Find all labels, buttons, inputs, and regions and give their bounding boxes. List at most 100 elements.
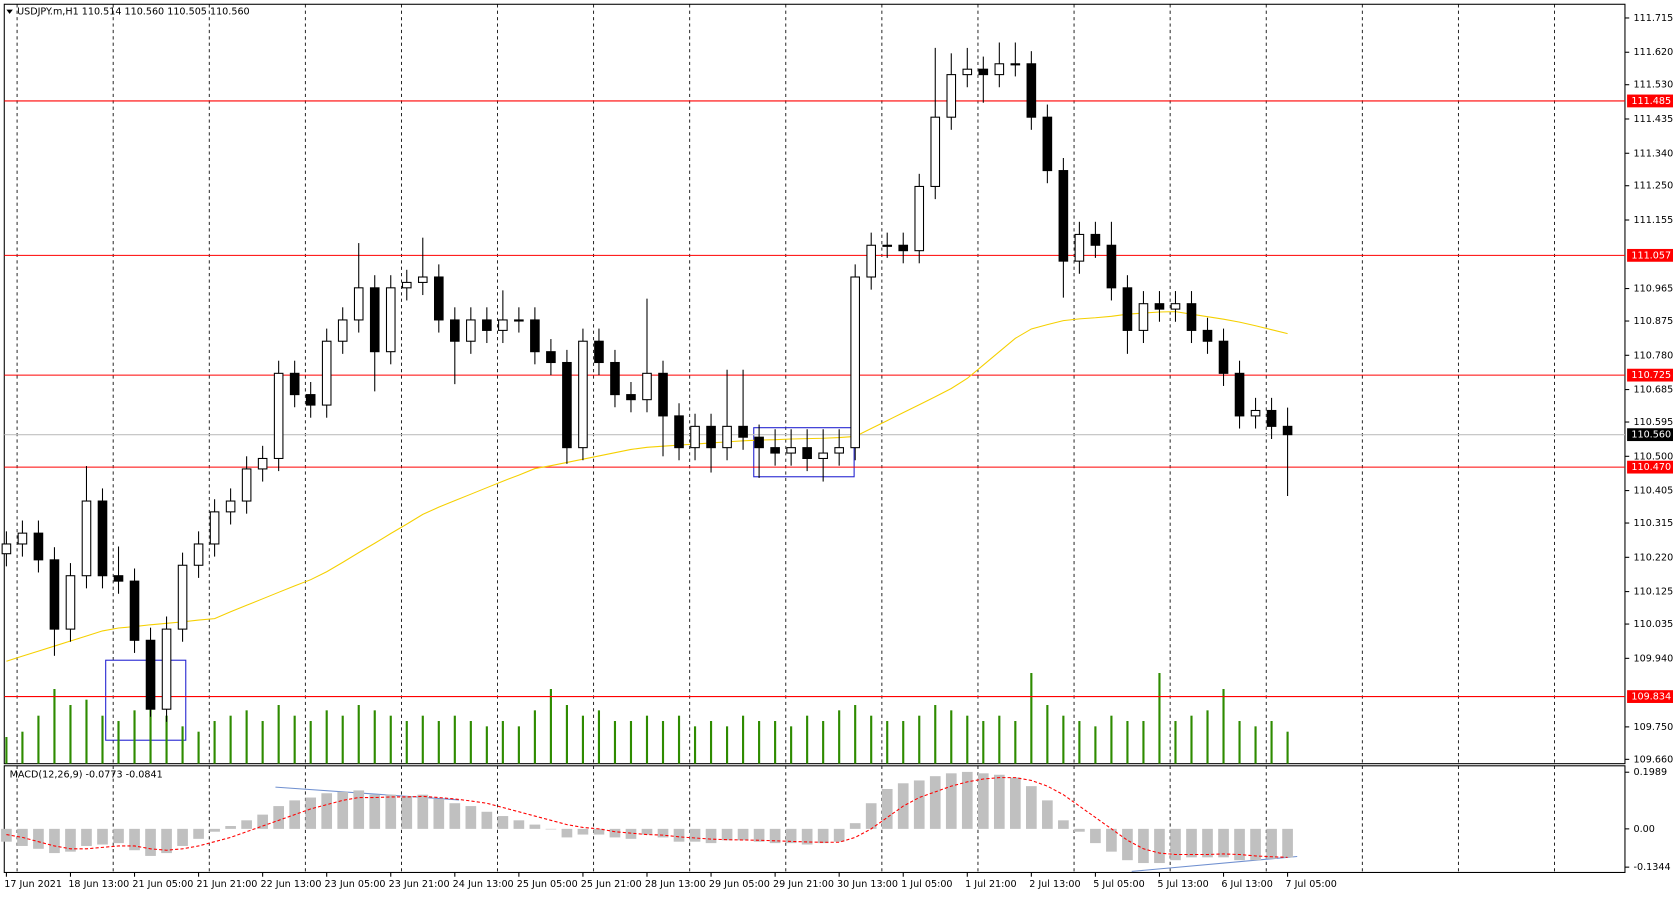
volume-bar <box>53 689 56 764</box>
candle-body <box>562 361 572 449</box>
candle-body <box>1186 303 1197 331</box>
y-tick-label: 111.340 <box>1633 148 1673 159</box>
x-tick-label: 23 Jun 21:00 <box>389 879 450 890</box>
macd-bar <box>881 788 893 829</box>
volume-bar <box>213 721 216 764</box>
volume-bar <box>918 715 921 764</box>
y-tick-label: 110.965 <box>1633 284 1673 295</box>
macd-bar <box>33 828 44 849</box>
volume-bar <box>1222 689 1225 764</box>
level-label: 110.725 <box>1631 370 1671 381</box>
candle-body <box>930 116 941 187</box>
volume-bar <box>1190 715 1193 764</box>
candle-body <box>65 575 76 630</box>
y-tick-label: 111.620 <box>1633 47 1673 58</box>
macd-bar <box>1026 786 1037 829</box>
volume-bar <box>645 715 649 764</box>
volume-bar <box>549 689 552 764</box>
candle-body <box>578 340 588 449</box>
macd-bar <box>369 794 381 829</box>
candle-body <box>818 452 828 460</box>
y-tick-label: 111.435 <box>1633 114 1673 125</box>
macd-bar <box>945 773 957 829</box>
candle-body <box>17 532 28 545</box>
price-frame <box>3 3 1626 765</box>
macd-bar <box>1 828 12 842</box>
y-tick-label: 110.220 <box>1633 552 1673 563</box>
level-tag <box>1627 248 1673 262</box>
macd-bar <box>1202 828 1213 858</box>
volume-bar <box>197 731 200 764</box>
macd-bar <box>801 828 813 845</box>
candle-body <box>1074 233 1085 262</box>
macd-frame <box>3 765 1626 874</box>
y-tick-label: 110.595 <box>1633 417 1673 428</box>
x-tick-label: 30 Jun 13:00 <box>837 879 898 890</box>
x-tick-label: 1 Jul 05:00 <box>901 879 952 890</box>
volume-bar <box>597 710 601 764</box>
macd-bar <box>593 828 605 835</box>
volume-bar <box>165 715 168 764</box>
candle-body <box>1282 425 1293 436</box>
volume-bar <box>21 731 24 764</box>
candle-body <box>722 425 732 449</box>
macd-bar <box>1058 820 1069 829</box>
macd-bar <box>81 828 92 846</box>
volume-bar <box>341 715 344 764</box>
macd-bar <box>241 820 252 829</box>
candle-body <box>241 468 252 502</box>
candle-body <box>1234 372 1245 417</box>
macd-bar <box>497 816 509 829</box>
volume-bar <box>998 715 1001 764</box>
candle-body <box>193 543 204 566</box>
volume-bar <box>565 705 568 764</box>
volume-bar <box>950 710 953 764</box>
y-tick-label: 110.500 <box>1633 451 1673 462</box>
level-label: 109.834 <box>1631 692 1671 703</box>
macd-bar <box>273 806 284 829</box>
volume-bar <box>709 721 713 764</box>
x-tick-label: 1 Jul 21:00 <box>965 879 1016 890</box>
candle-body <box>129 580 140 641</box>
volume-bar <box>1094 726 1097 764</box>
macd-bar <box>1042 800 1053 829</box>
macd-bar <box>833 828 845 842</box>
volume-bar <box>1174 721 1177 764</box>
volume-bar <box>1254 726 1257 764</box>
candle-body <box>1154 303 1165 310</box>
moving-average <box>6 311 1288 662</box>
x-tick-label: 6 Jul 13:00 <box>1221 879 1272 890</box>
volume-bar <box>421 715 424 764</box>
volume-bar <box>517 726 520 764</box>
y-tick-label: 110.780 <box>1633 350 1673 361</box>
candle-body <box>1202 329 1213 342</box>
y-tick-label: 110.875 <box>1633 316 1673 327</box>
macd-tick-label: -0.1344 <box>1633 862 1670 873</box>
volume-bar <box>822 721 825 764</box>
volume-bar <box>1046 705 1049 764</box>
macd-bar <box>545 828 557 830</box>
candle-body <box>113 575 124 582</box>
volume-bar <box>806 715 809 764</box>
volume-bar <box>677 715 681 764</box>
candle-body <box>1138 303 1149 331</box>
volume-bar <box>966 715 969 764</box>
volume-bar <box>1142 721 1145 764</box>
level-label: 110.470 <box>1631 462 1671 473</box>
macd-bar <box>849 823 861 829</box>
candle-body <box>882 244 893 247</box>
volume-bar <box>581 715 585 764</box>
macd-bar <box>961 771 973 829</box>
macd-bar <box>1218 828 1229 858</box>
macd-bar <box>513 820 525 829</box>
candle-body <box>337 319 348 342</box>
macd-bar <box>385 794 397 829</box>
volume-bar <box>742 715 745 764</box>
candle-body <box>321 340 332 406</box>
menu-arrow[interactable] <box>6 9 13 14</box>
volume-bar <box>373 710 376 764</box>
volume-bar <box>1014 721 1017 764</box>
y-tick-label: 111.155 <box>1633 215 1673 226</box>
candle-body <box>514 319 524 322</box>
volume-bar <box>181 726 184 764</box>
